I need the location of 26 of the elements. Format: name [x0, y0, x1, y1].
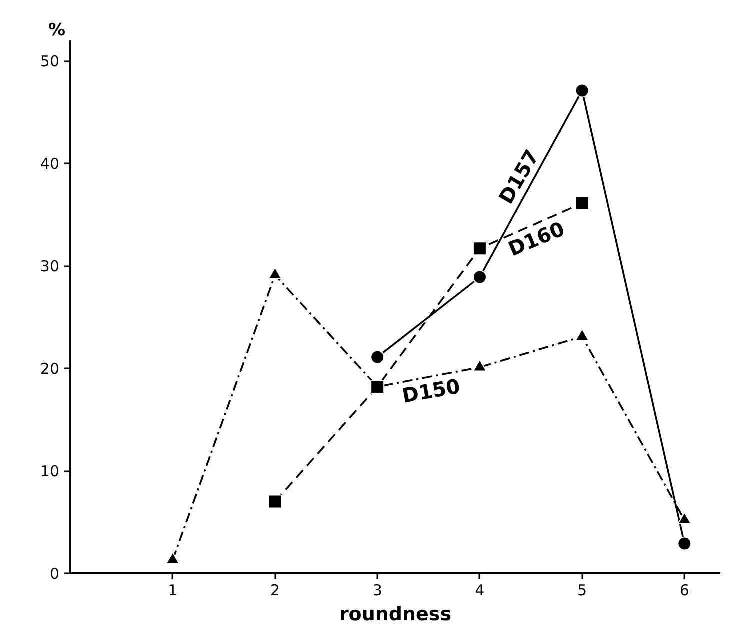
point — [370, 380, 385, 394]
x-tick-label: 6 — [680, 582, 690, 600]
point — [166, 552, 180, 564]
point — [678, 512, 692, 524]
x-tick-label: 3 — [372, 582, 382, 600]
x-tick-label: 5 — [578, 582, 588, 600]
point — [575, 196, 590, 210]
text: D150 — [400, 374, 462, 408]
y-tick-label: 10 — [40, 462, 60, 480]
x-tick-label: 1 — [168, 582, 178, 600]
x-tick-label: 4 — [475, 582, 485, 600]
y-tick-label: 40 — [40, 155, 60, 173]
y-tick-label: 30 — [40, 258, 60, 276]
x-axis-title: roundness — [339, 604, 452, 626]
point — [575, 84, 590, 98]
point — [678, 536, 692, 551]
x-tick-label: 2 — [270, 582, 280, 600]
point — [268, 494, 282, 509]
point — [472, 242, 487, 256]
point — [370, 350, 385, 364]
point — [472, 270, 487, 284]
y-tick-label: 20 — [40, 360, 60, 378]
y-tick-label: 50 — [40, 52, 60, 70]
text: D160 — [504, 216, 568, 262]
y-tick-label: 0 — [50, 565, 60, 583]
y-axis-title: % — [48, 20, 66, 40]
